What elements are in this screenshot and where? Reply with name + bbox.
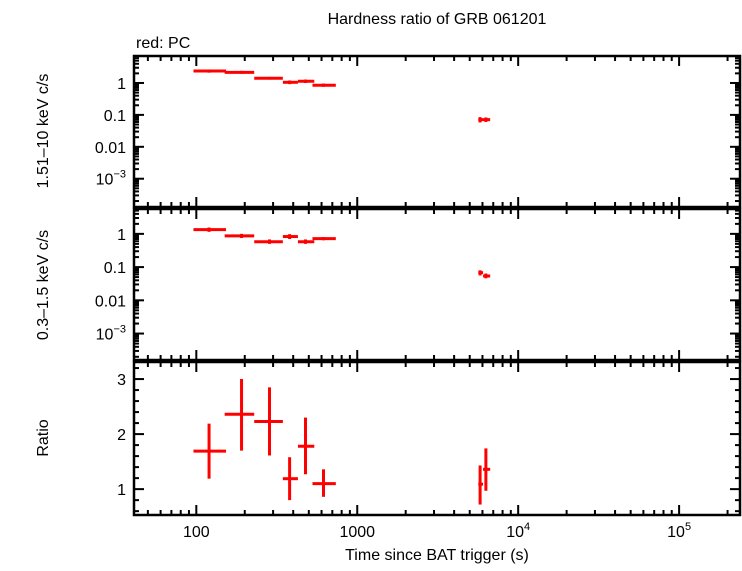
data-point bbox=[193, 227, 227, 232]
data-point bbox=[483, 117, 491, 122]
data-point bbox=[254, 387, 283, 456]
x-tick-label: 105 bbox=[667, 521, 691, 541]
panel-frame-0 bbox=[132, 54, 742, 209]
data-point bbox=[193, 423, 227, 479]
y-tick-label: 0.01 bbox=[95, 140, 126, 157]
data-point bbox=[312, 237, 336, 241]
data-point bbox=[254, 239, 283, 244]
data-point bbox=[478, 117, 484, 123]
y-tick-label: 0.1 bbox=[104, 260, 126, 277]
y-tick-label: 2 bbox=[117, 427, 126, 444]
data-point bbox=[224, 233, 255, 239]
y-tick-label: 1 bbox=[117, 482, 126, 499]
y-tick-label: 0.01 bbox=[95, 293, 126, 310]
panel-frame-1 bbox=[132, 207, 742, 362]
x-label: Time since BAT trigger (s) bbox=[345, 547, 529, 564]
data-point bbox=[312, 469, 336, 497]
x-tick-label: 100 bbox=[183, 524, 210, 541]
data-point bbox=[224, 379, 255, 451]
data-point bbox=[224, 70, 255, 74]
data-point bbox=[478, 465, 484, 505]
annotation-red-pc: red: PC bbox=[136, 35, 190, 52]
data-point bbox=[282, 234, 298, 240]
panel-frame-2 bbox=[132, 360, 742, 517]
y-label-hard: 1.51–10 keV c/s bbox=[35, 74, 52, 189]
data-point bbox=[282, 457, 298, 501]
y-tick-label: 10−3 bbox=[96, 324, 126, 344]
data-point bbox=[483, 448, 491, 491]
x-tick-label: 104 bbox=[506, 521, 530, 541]
data-point bbox=[312, 83, 336, 87]
y-label-soft: 0.3–1.5 keV c/s bbox=[35, 230, 52, 340]
data-point bbox=[297, 417, 315, 475]
data-point bbox=[478, 270, 484, 276]
data-point bbox=[297, 79, 315, 83]
data-point bbox=[254, 76, 283, 80]
x-tick-label: 1000 bbox=[339, 524, 375, 541]
data-point bbox=[297, 239, 315, 244]
y-tick-label: 10−3 bbox=[96, 169, 126, 189]
data-point bbox=[193, 69, 227, 73]
chart-title: Hardness ratio of GRB 061201 bbox=[328, 11, 547, 28]
y-tick-label: 0.1 bbox=[104, 108, 126, 125]
data-point bbox=[282, 80, 298, 85]
data-point bbox=[483, 273, 491, 279]
y-tick-label: 3 bbox=[117, 372, 126, 389]
y-label-ratio: Ratio bbox=[35, 419, 52, 456]
y-tick-label: 1 bbox=[117, 227, 126, 244]
y-tick-label: 1 bbox=[117, 76, 126, 93]
